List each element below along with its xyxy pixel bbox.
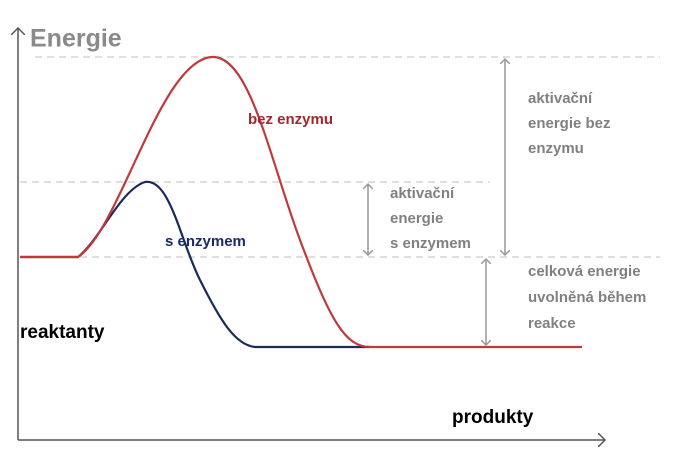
state-label: produkty [452,407,534,428]
curve-label: bez enzymu [248,111,333,128]
annotation: aktivační [390,185,455,202]
state-label: reaktanty [20,322,105,343]
reference-lines [20,56,660,258]
annotation: energie bez [528,115,611,132]
annotation: reakce [528,315,576,332]
annotation: s enzymem [390,235,471,252]
axis-label: Energie [30,25,122,53]
annotation: celková energie [528,263,641,280]
curve-without-enzyme [20,55,582,349]
annotation: enzymu [528,140,584,157]
annotation: energie [390,210,443,227]
annotation: uvolněná během [528,289,646,306]
annotation: aktivační [528,90,593,107]
curve-label: s enzymem [165,233,246,250]
annotation-arrows [368,59,505,345]
